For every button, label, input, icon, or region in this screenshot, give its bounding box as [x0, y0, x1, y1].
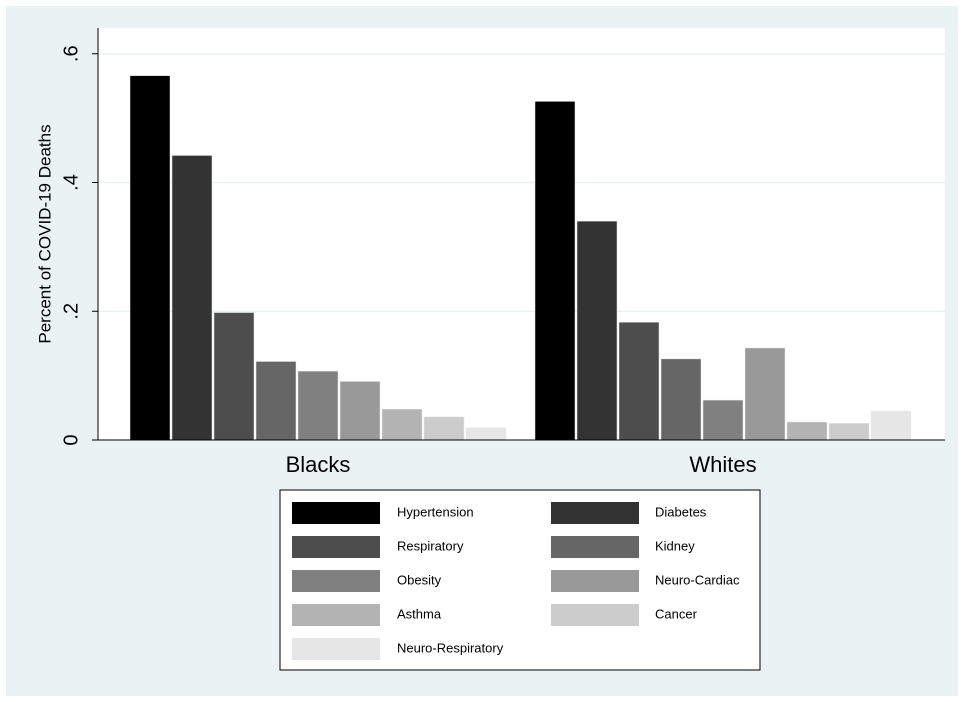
legend-label: Kidney — [655, 538, 695, 553]
bar — [255, 361, 297, 441]
bar — [129, 75, 171, 441]
legend-swatch — [551, 536, 639, 558]
bar — [660, 358, 702, 441]
x-tick-label: Whites — [689, 452, 756, 477]
legend-label: Asthma — [397, 606, 442, 621]
bar — [702, 399, 744, 441]
legend-label: Hypertension — [397, 504, 474, 519]
legend-label: Neuro-Cardiac — [655, 572, 740, 587]
bar — [297, 370, 339, 441]
legend-swatch — [292, 570, 380, 592]
legend-swatch — [551, 604, 639, 626]
legend-label: Diabetes — [655, 504, 707, 519]
bar — [339, 381, 381, 441]
x-tick-label: Blacks — [286, 452, 351, 477]
legend-label: Respiratory — [397, 538, 464, 553]
bar — [465, 427, 507, 441]
bar — [213, 312, 255, 441]
bar — [423, 416, 465, 441]
y-tick-label: .4 — [60, 174, 82, 191]
y-tick-label: .2 — [60, 303, 82, 320]
legend-swatch — [551, 570, 639, 592]
legend-swatch — [292, 502, 380, 524]
legend-label: Neuro-Respiratory — [397, 640, 504, 655]
legend-swatch — [292, 638, 380, 660]
bar — [576, 220, 618, 441]
legend-swatch — [292, 604, 380, 626]
y-tick-label: .6 — [60, 45, 82, 62]
bar — [171, 155, 213, 441]
bar — [870, 410, 912, 441]
y-axis-title: Percent of COVID-19 Deaths — [35, 124, 54, 343]
legend-label: Obesity — [397, 572, 442, 587]
bar — [618, 321, 660, 441]
y-tick-label: 0 — [60, 434, 82, 445]
legend-label: Cancer — [655, 606, 698, 621]
bar — [381, 408, 423, 441]
legend-swatch — [292, 536, 380, 558]
bar — [534, 101, 576, 441]
bar — [828, 423, 870, 441]
bar — [744, 347, 786, 441]
legend-swatch — [551, 502, 639, 524]
bar — [786, 421, 828, 441]
